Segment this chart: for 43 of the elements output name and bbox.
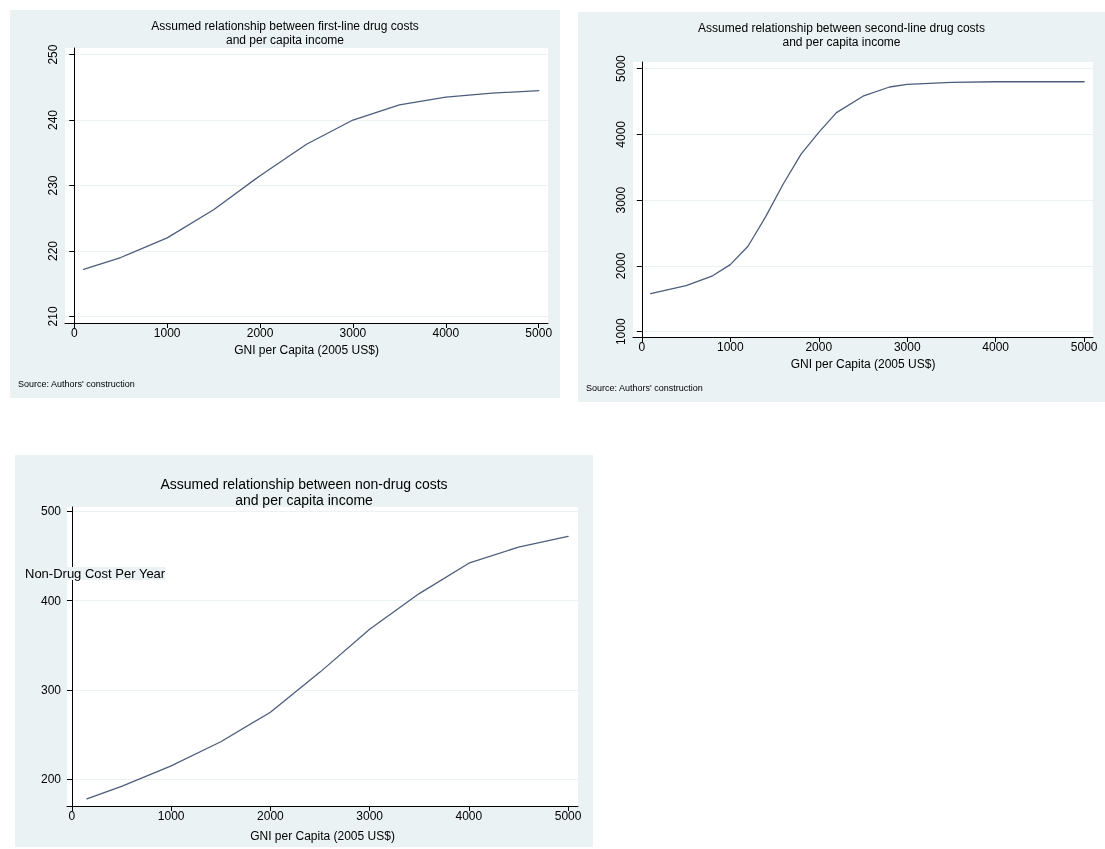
line-series (82, 89, 540, 270)
x-tick-label: 4000 (982, 340, 1010, 354)
x-tick-label: 2000 (257, 809, 285, 823)
y-axis-title: Non-Drug Cost Per Year (25, 566, 166, 581)
y-tick-label: 210 (46, 306, 60, 327)
y-tick-label: 500 (40, 504, 62, 519)
line-series (86, 535, 569, 800)
x-tick-label: 2000 (246, 326, 274, 340)
x-tick-label: 2000 (805, 340, 833, 354)
y-tick-label: 200 (40, 772, 62, 787)
y-tick-label: 240 (46, 109, 60, 131)
y-tick-label: 2000 (614, 252, 628, 280)
x-axis-title: GNI per Capita (2005 US$) (790, 356, 936, 371)
y-tick-label: 300 (40, 682, 62, 697)
y-tick-label: 230 (46, 175, 60, 196)
chart-title: Assumed relationship between non-drug costs and per capita income (160, 476, 448, 508)
source-note: Source: Authors' construction (18, 378, 135, 389)
y-tick-label: 220 (46, 240, 60, 261)
x-tick-label: 1000 (716, 340, 744, 354)
x-tick-label: 5000 (1070, 340, 1098, 354)
x-tick-label: 3000 (893, 340, 921, 354)
line-series (650, 81, 1085, 295)
x-tick-label: 3000 (356, 809, 384, 823)
x-axis-title: GNI per Capita (2005 US$) (234, 342, 379, 357)
x-tick-label: 3000 (339, 326, 367, 340)
x-tick-label: 0 (68, 809, 76, 823)
y-tick-label: 3000 (614, 186, 628, 214)
chart-title: Assumed relationship between second-line drug costs and per capita income (698, 21, 985, 49)
y-tick-label: 5000 (614, 54, 628, 82)
x-tick-label: 4000 (455, 809, 483, 823)
x-tick-label: 0 (70, 326, 78, 340)
y-tick-label: 4000 (614, 120, 628, 148)
x-tick-label: 1000 (157, 809, 185, 823)
x-axis-title: GNI per Capita (2005 US$) (250, 829, 395, 843)
y-tick-label: 400 (40, 593, 62, 608)
x-tick-label: 4000 (432, 326, 460, 340)
x-tick-label: 0 (638, 340, 646, 354)
x-tick-label: 5000 (525, 326, 553, 340)
x-tick-label: 1000 (153, 326, 181, 340)
x-tick-label: 5000 (554, 809, 582, 823)
y-tick-label: 250 (46, 44, 60, 65)
source-note: Source: Authors' construction (586, 382, 703, 393)
chart-title: Assumed relationship between first-line drug costs and per capita income (151, 19, 419, 47)
